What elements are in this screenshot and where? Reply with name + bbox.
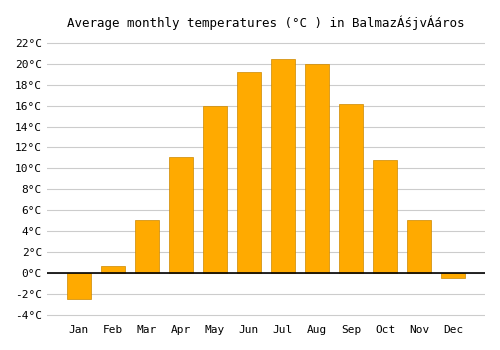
- Bar: [407, 220, 431, 273]
- Bar: [169, 157, 192, 273]
- Bar: [67, 273, 90, 299]
- Bar: [203, 106, 227, 273]
- Title: Average monthly temperatures (°C ) in BalmazÁśjvÁáros: Average monthly temperatures (°C ) in Ba…: [67, 15, 464, 29]
- Bar: [373, 160, 397, 273]
- Bar: [135, 220, 158, 273]
- Bar: [101, 266, 124, 273]
- Bar: [305, 64, 329, 273]
- Bar: [271, 58, 295, 273]
- Bar: [442, 273, 465, 278]
- Bar: [339, 104, 363, 273]
- Bar: [237, 72, 261, 273]
